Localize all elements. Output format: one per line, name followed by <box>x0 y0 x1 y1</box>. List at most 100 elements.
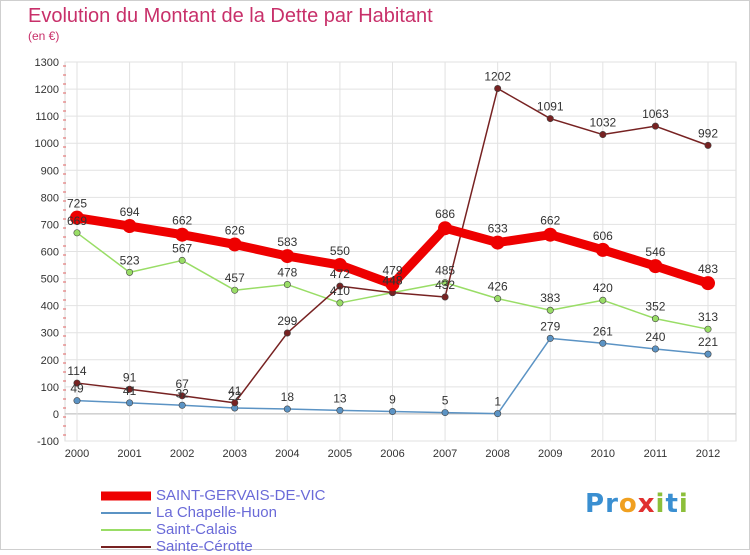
x-tick-label: 2004 <box>275 448 299 460</box>
y-tick-label: 400 <box>41 301 59 313</box>
y-tick-label: 600 <box>41 247 59 259</box>
y-tick-label: 200 <box>41 355 59 367</box>
data-label-la-chapelle-huon: 22 <box>228 389 242 403</box>
point-saint-calais <box>336 299 344 307</box>
data-label-sainte-cerotte: 1063 <box>642 107 669 121</box>
data-label-saint-gervais: 694 <box>120 205 140 219</box>
legend-label-sainte-cerotte: Sainte-Cérotte <box>156 538 253 555</box>
point-saint-gervais <box>70 210 84 225</box>
point-sainte-cerotte <box>651 122 659 130</box>
legend-swatch-saint-calais <box>101 528 151 531</box>
data-label-saint-gervais: 546 <box>645 245 665 259</box>
x-tick-label: 2001 <box>117 448 141 460</box>
point-saint-gervais <box>490 235 505 250</box>
data-label-saint-calais: 313 <box>698 310 718 324</box>
point-sainte-cerotte <box>494 85 502 93</box>
x-tick-label: 2010 <box>591 448 615 460</box>
y-tick-label: 1100 <box>35 111 59 123</box>
data-label-la-chapelle-huon: 240 <box>645 330 665 344</box>
y-tick-label: 700 <box>41 219 59 231</box>
data-label-saint-gervais: 626 <box>225 223 245 237</box>
point-la-chapelle-huon <box>546 334 554 342</box>
point-saint-gervais <box>175 227 190 242</box>
point-saint-calais <box>651 315 659 323</box>
logo-letter: i <box>655 489 666 519</box>
data-label-saint-calais: 410 <box>330 284 350 298</box>
point-la-chapelle-huon <box>599 339 607 347</box>
point-la-chapelle-huon <box>126 399 134 407</box>
data-label-sainte-cerotte: 1091 <box>537 100 564 114</box>
point-saint-gervais <box>438 221 453 236</box>
data-label-saint-gervais: 662 <box>540 214 560 228</box>
data-label-sainte-cerotte: 114 <box>67 364 86 378</box>
data-label-la-chapelle-huon: 221 <box>698 335 718 349</box>
y-tick-label: 900 <box>41 165 59 177</box>
point-la-chapelle-huon <box>178 401 186 409</box>
point-sainte-cerotte <box>283 329 291 337</box>
data-label-sainte-cerotte: 992 <box>698 126 718 140</box>
point-saint-calais <box>704 325 712 333</box>
data-label-saint-calais: 567 <box>172 241 192 255</box>
point-saint-calais <box>546 306 554 314</box>
legend-label-la-chapelle-huon: La Chapelle-Huon <box>156 504 277 521</box>
point-saint-calais <box>494 295 502 303</box>
point-saint-gervais <box>648 259 663 274</box>
y-tick-label: 1000 <box>35 138 59 150</box>
data-label-saint-calais: 420 <box>593 281 613 295</box>
logo-letter: P <box>585 489 606 519</box>
point-saint-calais <box>599 296 607 304</box>
point-saint-gervais <box>332 258 347 273</box>
x-tick-label: 2000 <box>65 448 89 460</box>
data-label-la-chapelle-huon: 1 <box>494 395 501 409</box>
point-sainte-cerotte <box>441 293 449 301</box>
data-label-sainte-cerotte: 432 <box>435 278 455 292</box>
y-tick-label: 500 <box>41 274 59 286</box>
data-label-sainte-cerotte: 91 <box>123 370 137 384</box>
x-tick-label: 2003 <box>223 448 247 460</box>
data-label-saint-gervais: 633 <box>488 222 508 236</box>
data-label-la-chapelle-huon: 261 <box>593 324 613 338</box>
point-sainte-cerotte <box>704 141 712 149</box>
point-saint-calais <box>73 229 81 237</box>
point-sainte-cerotte <box>546 115 554 123</box>
point-saint-gervais <box>595 242 610 257</box>
logo-letter: o <box>618 489 638 519</box>
data-label-saint-gervais: 606 <box>593 229 613 243</box>
legend-label-saint-calais: Saint-Calais <box>156 521 237 538</box>
point-sainte-cerotte <box>178 392 186 400</box>
point-saint-calais <box>178 256 186 264</box>
legend-swatch-saint-gervais <box>101 491 151 500</box>
point-la-chapelle-huon <box>283 405 291 413</box>
data-label-la-chapelle-huon: 41 <box>123 384 137 398</box>
data-label-sainte-cerotte: 472 <box>330 267 350 281</box>
x-tick-label: 2006 <box>380 448 404 460</box>
data-label-la-chapelle-huon: 18 <box>281 390 295 404</box>
point-la-chapelle-huon <box>336 406 344 414</box>
data-label-sainte-cerotte: 448 <box>382 274 402 288</box>
data-label-saint-gervais: 686 <box>435 207 455 221</box>
point-la-chapelle-huon <box>73 397 81 405</box>
point-saint-gervais <box>701 276 715 291</box>
data-label-saint-calais: 669 <box>67 214 87 228</box>
data-label-saint-calais: 352 <box>645 300 665 314</box>
x-tick-label: 2009 <box>538 448 562 460</box>
data-label-saint-gervais: 583 <box>277 235 297 249</box>
chart-title: Evolution du Montant de la Dette par Hab… <box>28 5 433 27</box>
data-label-saint-gervais: 662 <box>172 214 192 228</box>
point-saint-gervais <box>385 277 400 292</box>
legend-label-saint-gervais: SAINT-GERVAIS-DE-VIC <box>156 487 326 504</box>
point-sainte-cerotte <box>126 385 134 393</box>
y-tick-label: 0 <box>53 409 59 421</box>
point-sainte-cerotte <box>336 282 344 290</box>
x-tick-label: 2012 <box>696 448 720 460</box>
point-la-chapelle-huon <box>388 407 396 415</box>
x-tick-label: 2008 <box>485 448 509 460</box>
x-tick-label: 2005 <box>328 448 352 460</box>
data-label-sainte-cerotte: 1202 <box>484 70 511 84</box>
point-sainte-cerotte <box>599 131 607 139</box>
point-saint-gervais <box>543 227 558 242</box>
y-tick-label: 800 <box>41 192 59 204</box>
data-label-sainte-cerotte: 1032 <box>589 116 616 130</box>
